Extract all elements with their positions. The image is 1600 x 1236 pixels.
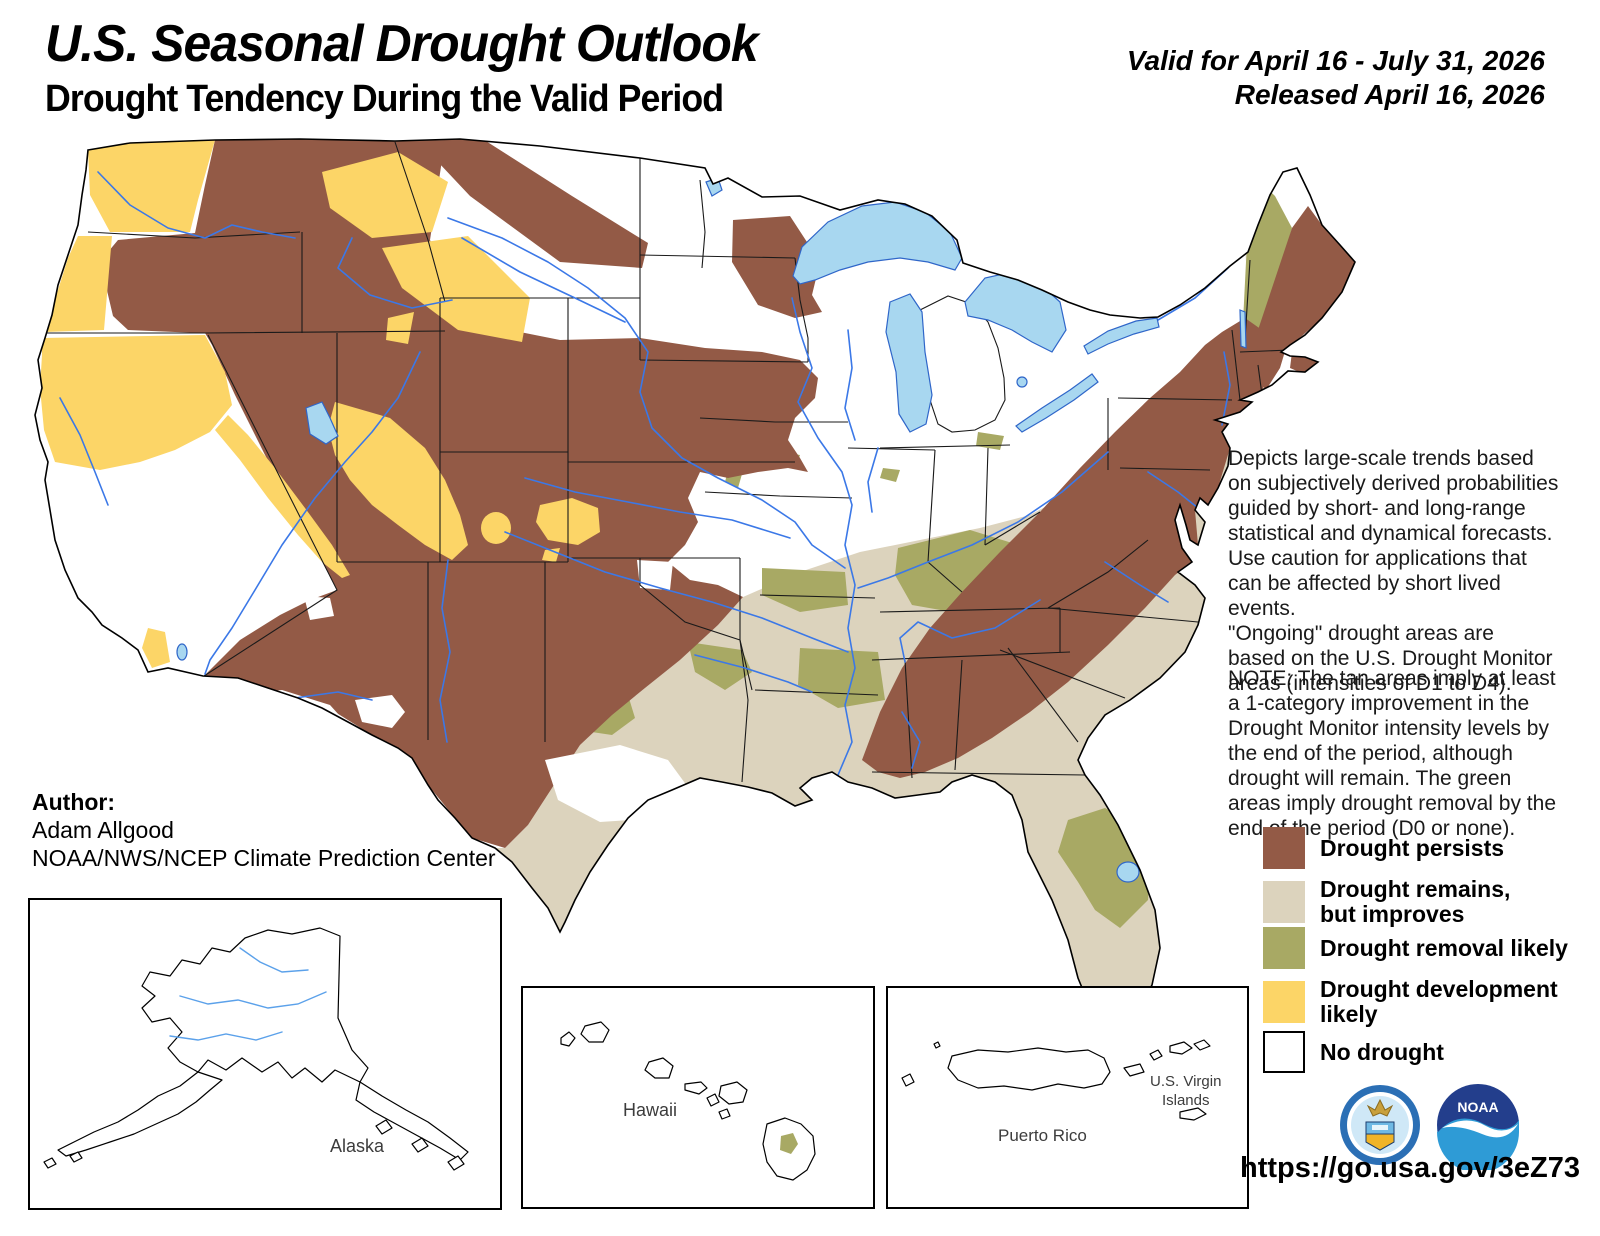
salton-sea — [176, 643, 188, 661]
legend-label-drought-persists: Drought persists — [1320, 834, 1505, 861]
lake-superior — [792, 201, 963, 285]
alaska-map — [43, 927, 469, 1171]
author-name: Adam Allgood — [32, 817, 174, 843]
map-regions-drought-persists — [105, 139, 1355, 848]
alaska-inset: Alaska — [28, 898, 502, 1210]
agency-logos: NOAA — [1340, 1084, 1519, 1170]
legend-swatch-no-drought — [1263, 1031, 1305, 1073]
legend-label-drought-development: Drought development likely — [1320, 976, 1558, 1027]
map-description-text: Depicts large-scale trends based on subj… — [1228, 447, 1559, 695]
state-borders — [40, 141, 1291, 783]
legend-item-drought-removal: Drought removal likely — [1263, 927, 1568, 969]
alaska-label: Alaska — [330, 1136, 385, 1156]
legend-item-drought-remains: Drought remains, but improves — [1263, 877, 1510, 927]
legend-swatch-drought-remains — [1263, 881, 1305, 923]
great-salt-lake — [305, 401, 339, 445]
legend-label-drought-remains: Drought remains, but improves — [1320, 876, 1511, 927]
author-org: NOAA/NWS/NCEP Climate Prediction Center — [32, 845, 496, 871]
source-url: https://go.usa.gov/3eZ73 — [1240, 1152, 1580, 1184]
legend-item-no-drought: No drought — [1263, 1031, 1444, 1073]
puerto-rico-label: Puerto Rico — [998, 1126, 1087, 1145]
usvi-label: U.S. Virgin Islands — [1150, 1073, 1222, 1109]
puerto-rico-map — [901, 1039, 1211, 1121]
lake-st-clair — [1016, 376, 1028, 388]
hawaii-label: Hawaii — [623, 1100, 678, 1120]
map-regions-drought-development — [40, 140, 600, 668]
valid-period-text: Valid for April 16 - July 31, 2026 Relea… — [1126, 45, 1545, 110]
lake-champlain — [1239, 309, 1247, 349]
page-title: U.S. Seasonal Drought Outlook — [45, 15, 759, 73]
page-subtitle: Drought Tendency During the Valid Period — [45, 78, 724, 120]
lake-ontario — [1083, 317, 1160, 355]
legend-item-drought-development: Drought development likely — [1263, 977, 1593, 1027]
legend-item-drought-persists: Drought persists — [1263, 827, 1504, 869]
hawaii-inset: Hawaii — [521, 986, 875, 1209]
legend-label-no-drought: No drought — [1320, 1038, 1444, 1065]
legend-swatch-drought-persists — [1263, 827, 1305, 869]
author-label: Author: — [32, 789, 116, 815]
puerto-rico-inset: Puerto Rico U.S. Virgin Islands — [886, 986, 1249, 1209]
legend-swatch-drought-development — [1263, 981, 1305, 1023]
legend-swatch-drought-removal — [1263, 927, 1305, 969]
map-note-text: NOTE: The tan areas imply at least a 1-c… — [1228, 667, 1556, 840]
lake-erie — [1015, 373, 1099, 433]
conus-outline — [34, 138, 1356, 1029]
noaa-logo-icon: NOAA — [1437, 1084, 1519, 1170]
department-of-commerce-seal-icon — [1340, 1085, 1420, 1165]
author-block: Author: Adam Allgood NOAA/NWS/NCEP Clima… — [32, 788, 496, 872]
lake-okeechobee — [1116, 861, 1140, 883]
legend-label-drought-removal: Drought removal likely — [1320, 934, 1568, 961]
noaa-logo-text: NOAA — [1457, 1099, 1498, 1115]
lake-michigan — [885, 293, 933, 433]
great-lakes — [176, 177, 1247, 883]
hawaii-drought-removal-spot — [780, 1133, 798, 1154]
hawaii-map — [560, 1021, 816, 1181]
